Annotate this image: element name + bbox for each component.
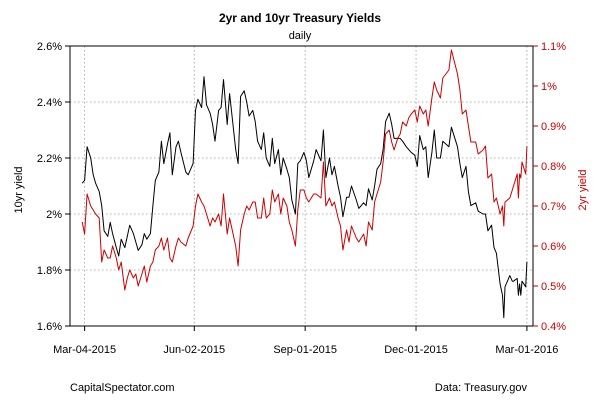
right-axis-label: 2yr yield [577, 170, 589, 211]
left-tick-label: 2% [46, 209, 62, 221]
right-tick-label: 0.4% [541, 321, 566, 333]
series-lines [81, 49, 528, 319]
x-axis: Mar-04-2015 Jun-02-2015 Sep-01-2015 Dec-01-… [53, 326, 558, 356]
left-axis: 1.6% 1.8% 2% 2.2% 2.4% 2.6% [37, 41, 70, 333]
x-tick-label: Dec-01-2015 [384, 344, 448, 356]
x-tick-label: Mar-04-2015 [53, 344, 116, 356]
left-tick-label: 2.6% [37, 41, 62, 53]
chart-subtitle: daily [289, 30, 312, 42]
x-tick-label: Sep-01-2015 [273, 344, 337, 356]
right-tick-label: 1% [541, 81, 557, 93]
right-tick-label: 0.8% [541, 161, 566, 173]
left-tick-label: 1.6% [37, 321, 62, 333]
left-tick-label: 2.2% [37, 153, 62, 165]
right-tick-label: 0.7% [541, 201, 566, 213]
series-line-10yr [81, 76, 528, 319]
plot-frame [69, 45, 534, 327]
left-tick-label: 2.4% [37, 97, 62, 109]
grid [70, 46, 533, 326]
right-tick-label: 0.6% [541, 241, 566, 253]
footer-source-site: CapitalSpectator.com [70, 382, 175, 394]
x-tick-label: Mar-01-2016 [495, 344, 558, 356]
chart-title: 2yr and 10yr Treasury Yields [219, 11, 381, 25]
right-tick-label: 1.1% [541, 41, 566, 53]
footer-data-source: Data: Treasury.gov [435, 382, 528, 394]
left-tick-label: 1.8% [37, 265, 62, 277]
x-tick-label: Jun-02-2015 [163, 344, 225, 356]
right-tick-label: 0.9% [541, 121, 566, 133]
left-axis-label: 10yr yield [13, 166, 25, 213]
right-axis: 0.4% 0.5% 0.6% 0.7% 0.8% 0.9% 1% 1.1% [533, 41, 566, 333]
right-tick-label: 0.5% [541, 281, 566, 293]
series-line-2yr [81, 49, 528, 291]
